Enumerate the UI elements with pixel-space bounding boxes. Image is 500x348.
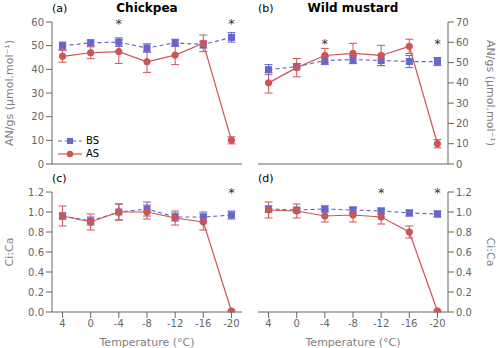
svg-text:*: * <box>116 16 123 31</box>
svg-text:AN/gs (µmol.mol⁻¹): AN/gs (µmol.mol⁻¹) <box>8 40 16 146</box>
svg-text:30: 30 <box>31 88 44 99</box>
svg-text:0: 0 <box>294 318 300 329</box>
svg-text:Ci:Ca: Ci:Ca <box>8 238 16 267</box>
svg-text:-4: -4 <box>114 318 124 329</box>
svg-text:4: 4 <box>59 318 65 329</box>
svg-text:0.0: 0.0 <box>456 307 472 318</box>
html-text:(d): (d) <box>258 172 274 185</box>
svg-text:0.8: 0.8 <box>28 227 44 238</box>
svg-text:0.4: 0.4 <box>456 267 472 278</box>
svg-text:*: * <box>228 186 235 200</box>
svg-text:0.6: 0.6 <box>28 247 44 258</box>
svg-text:4: 4 <box>265 318 271 329</box>
svg-text:-8: -8 <box>142 318 152 329</box>
svg-text:-8: -8 <box>348 318 358 329</box>
svg-text:10: 10 <box>31 135 44 146</box>
svg-text:0.0: 0.0 <box>28 307 44 318</box>
svg-text:*: * <box>322 36 329 51</box>
svg-text:Ci:Ca: Ci:Ca <box>484 238 492 267</box>
svg-text:70: 70 <box>456 17 469 28</box>
svg-text:0: 0 <box>88 318 94 329</box>
svg-text:50: 50 <box>31 40 44 51</box>
svg-text:0.2: 0.2 <box>28 287 44 298</box>
svg-text:60: 60 <box>456 37 469 48</box>
svg-text:-12: -12 <box>167 318 183 329</box>
svg-text:*: * <box>228 16 235 31</box>
svg-text:*: * <box>378 186 385 200</box>
svg-text:40: 40 <box>31 64 44 75</box>
svg-text:-20: -20 <box>429 318 445 329</box>
svg-text:10: 10 <box>456 138 469 149</box>
html-text:AS: AS <box>86 148 100 159</box>
html-text:(a): (a) <box>52 2 68 15</box>
svg-text:0: 0 <box>456 159 462 170</box>
svg-text:50: 50 <box>456 57 469 68</box>
svg-text:Temperature (°C): Temperature (°C) <box>99 336 195 348</box>
svg-text:20: 20 <box>31 111 44 122</box>
html-text:(c): (c) <box>52 172 67 185</box>
svg-text:*: * <box>434 36 441 51</box>
svg-text:*: * <box>434 186 441 200</box>
svg-text:1.2: 1.2 <box>456 187 472 198</box>
svg-text:0: 0 <box>38 159 44 170</box>
svg-text:0.4: 0.4 <box>28 267 44 278</box>
svg-text:20: 20 <box>456 118 469 129</box>
html-text:Wild mustard: Wild mustard <box>307 1 399 15</box>
svg-text:-16: -16 <box>401 318 417 329</box>
html-text:(b): (b) <box>258 2 274 15</box>
svg-text:Temperature (°C): Temperature (°C) <box>305 336 401 348</box>
svg-text:40: 40 <box>456 77 469 88</box>
svg-text:60: 60 <box>31 17 44 28</box>
svg-text:-4: -4 <box>320 318 330 329</box>
svg-text:1.0: 1.0 <box>456 207 472 218</box>
svg-text:30: 30 <box>456 98 469 109</box>
svg-text:0.2: 0.2 <box>456 287 472 298</box>
svg-text:1.2: 1.2 <box>28 187 44 198</box>
html-text:BS: BS <box>86 135 99 146</box>
html-text:Chickpea: Chickpea <box>116 1 178 15</box>
svg-text:0.8: 0.8 <box>456 227 472 238</box>
svg-text:-20: -20 <box>223 318 239 329</box>
svg-text:1.0: 1.0 <box>28 207 44 218</box>
svg-text:0.6: 0.6 <box>456 247 472 258</box>
svg-text:-16: -16 <box>195 318 211 329</box>
svg-text:-12: -12 <box>373 318 389 329</box>
svg-text:AN/gs (µmol.mol⁻¹): AN/gs (µmol.mol⁻¹) <box>484 40 492 146</box>
